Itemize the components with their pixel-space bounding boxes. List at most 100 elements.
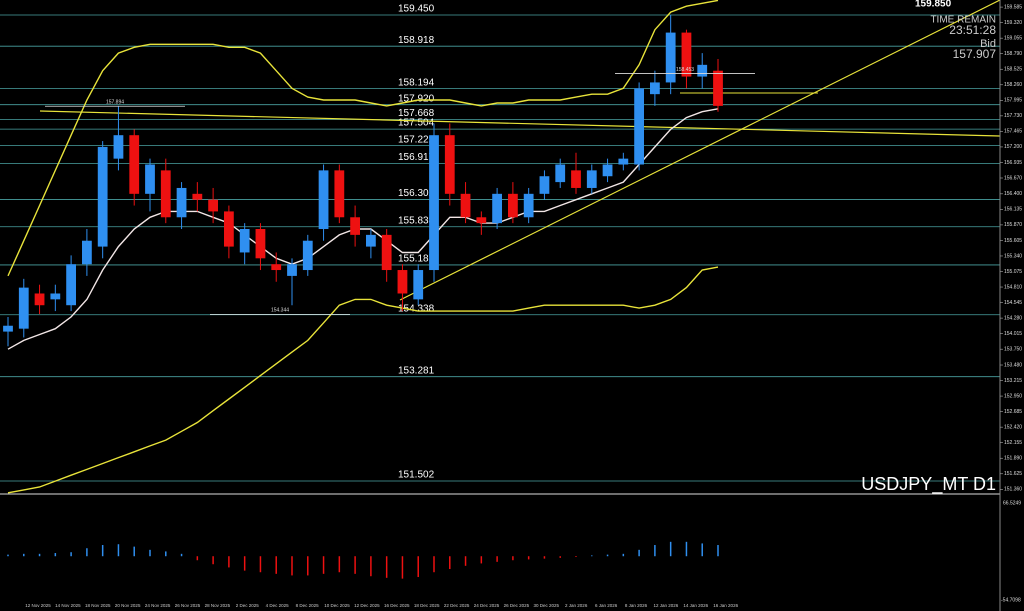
- candle-body: [444, 135, 455, 194]
- candle-body: [365, 234, 376, 247]
- y-tick-label: 156.135: [1004, 207, 1022, 213]
- candle-body: [318, 170, 329, 229]
- candle-body: [34, 293, 45, 306]
- x-tick-label: 30 Dec 2025: [534, 603, 560, 608]
- annotation-label: 154.344: [271, 308, 289, 314]
- candle-body: [66, 264, 77, 306]
- y-tick-label: 153.215: [1004, 378, 1022, 384]
- indicator-line: [7, 0, 719, 277]
- x-tick-label: 22 Dec 2025: [444, 603, 470, 608]
- x-tick-label: 10 Dec 2025: [324, 603, 350, 608]
- annotation-label: 158.453: [676, 67, 694, 73]
- x-tick-label: 18 Dec 2025: [414, 603, 440, 608]
- bid: 157.907: [953, 47, 997, 61]
- y-tick-label: 153.750: [1004, 347, 1022, 353]
- x-tick-label: 8 Dec 2025: [296, 603, 320, 608]
- y-tick-label: 154.015: [1004, 331, 1022, 337]
- osc-max-label: 66.5249: [1003, 500, 1021, 506]
- x-tick-label: 24 Nov 2025: [145, 603, 171, 608]
- indicator-line: [7, 108, 719, 350]
- x-tick-label: 14 Nov 2025: [55, 603, 81, 608]
- y-tick-label: 156.935: [1004, 160, 1022, 166]
- x-tick-label: 14 Jan 2026: [683, 603, 708, 608]
- x-tick-label: 2 Jan 2026: [565, 603, 588, 608]
- level-label: 155.187: [398, 254, 435, 265]
- candle-body: [176, 187, 187, 218]
- candle-body: [81, 240, 92, 265]
- candle-body: [539, 176, 550, 194]
- y-tick-label: 151.625: [1004, 471, 1022, 477]
- candle-body: [255, 228, 266, 259]
- candle-body: [555, 164, 566, 183]
- y-tick-label: 155.870: [1004, 222, 1022, 228]
- y-tick-label: 155.075: [1004, 269, 1022, 275]
- candle-body: [239, 228, 250, 253]
- candle-body: [413, 270, 424, 300]
- level-label: 157.222: [398, 134, 435, 145]
- candle-body: [50, 293, 61, 300]
- candle-body: [97, 146, 108, 247]
- level-label: 156.302: [398, 188, 435, 199]
- x-tick-label: 28 Nov 2025: [205, 603, 231, 608]
- level-label: 154.338: [398, 303, 435, 314]
- level-label: 157.668: [398, 108, 435, 119]
- candle-body: [3, 325, 13, 332]
- x-tick-label: 4 Dec 2025: [266, 603, 290, 608]
- candle-body: [208, 199, 219, 212]
- y-tick-label: 152.950: [1004, 393, 1022, 399]
- candle-body: [18, 287, 29, 329]
- candle-body: [145, 164, 155, 194]
- candle-body: [681, 32, 692, 77]
- y-tick-label: 159.320: [1004, 20, 1022, 26]
- osc-min-label: -54.7098: [1001, 597, 1021, 603]
- x-tick-label: 26 Nov 2025: [175, 603, 201, 608]
- y-tick-label: 151.890: [1004, 456, 1022, 462]
- level-label: 158.918: [398, 35, 435, 46]
- x-tick-label: 12 Nov 2025: [25, 603, 51, 608]
- candle-body: [113, 135, 124, 159]
- level-label: 159.450: [398, 4, 435, 15]
- bid-label: Bid: [980, 38, 996, 50]
- trendline: [39, 110, 1001, 137]
- annotation-label: 157.894: [106, 100, 124, 106]
- level-label: 155.838: [398, 215, 435, 226]
- y-tick-label: 153.480: [1004, 362, 1022, 368]
- y-tick-label: 156.400: [1004, 191, 1022, 197]
- time-remain-label: TIME REMAIN: [930, 15, 996, 26]
- level-label: 153.281: [398, 365, 435, 376]
- y-tick-label: 158.790: [1004, 51, 1022, 57]
- y-tick-label: 157.995: [1004, 98, 1022, 104]
- candle-body: [381, 234, 392, 271]
- x-tick-label: 12 Jan 2026: [654, 603, 679, 608]
- candle-body: [571, 170, 581, 188]
- y-tick-label: 157.465: [1004, 129, 1022, 135]
- y-tick-label: 158.260: [1004, 82, 1022, 88]
- candle-body: [697, 64, 708, 77]
- candle-body: [429, 135, 439, 271]
- y-tick-label: 155.340: [1004, 253, 1022, 259]
- y-tick-label: 154.545: [1004, 300, 1022, 306]
- top-price: 159.850: [915, 0, 952, 10]
- candle-body: [476, 217, 487, 224]
- y-tick-label: 159.055: [1004, 35, 1022, 41]
- y-tick-label: 152.420: [1004, 424, 1022, 430]
- y-tick-label: 158.525: [1004, 67, 1022, 73]
- candle-body: [665, 32, 676, 83]
- candle-body: [192, 193, 203, 200]
- candle-body: [523, 193, 534, 218]
- level-label: 158.194: [398, 77, 435, 88]
- candle-body: [302, 240, 313, 271]
- level-label: 151.502: [398, 470, 435, 481]
- x-tick-label: 16 Jan 2026: [713, 603, 738, 608]
- x-tick-label: 8 Jan 2026: [625, 603, 648, 608]
- y-tick-label: 152.155: [1004, 440, 1022, 446]
- candle-body: [350, 217, 361, 235]
- x-tick-label: 12 Dec 2025: [354, 603, 380, 608]
- candle-body: [397, 270, 408, 294]
- x-tick-label: 26 Dec 2025: [504, 603, 530, 608]
- candle-body: [507, 193, 518, 218]
- level-label: 157.920: [398, 93, 435, 104]
- y-tick-label: 154.280: [1004, 315, 1022, 321]
- candle-body: [634, 88, 645, 165]
